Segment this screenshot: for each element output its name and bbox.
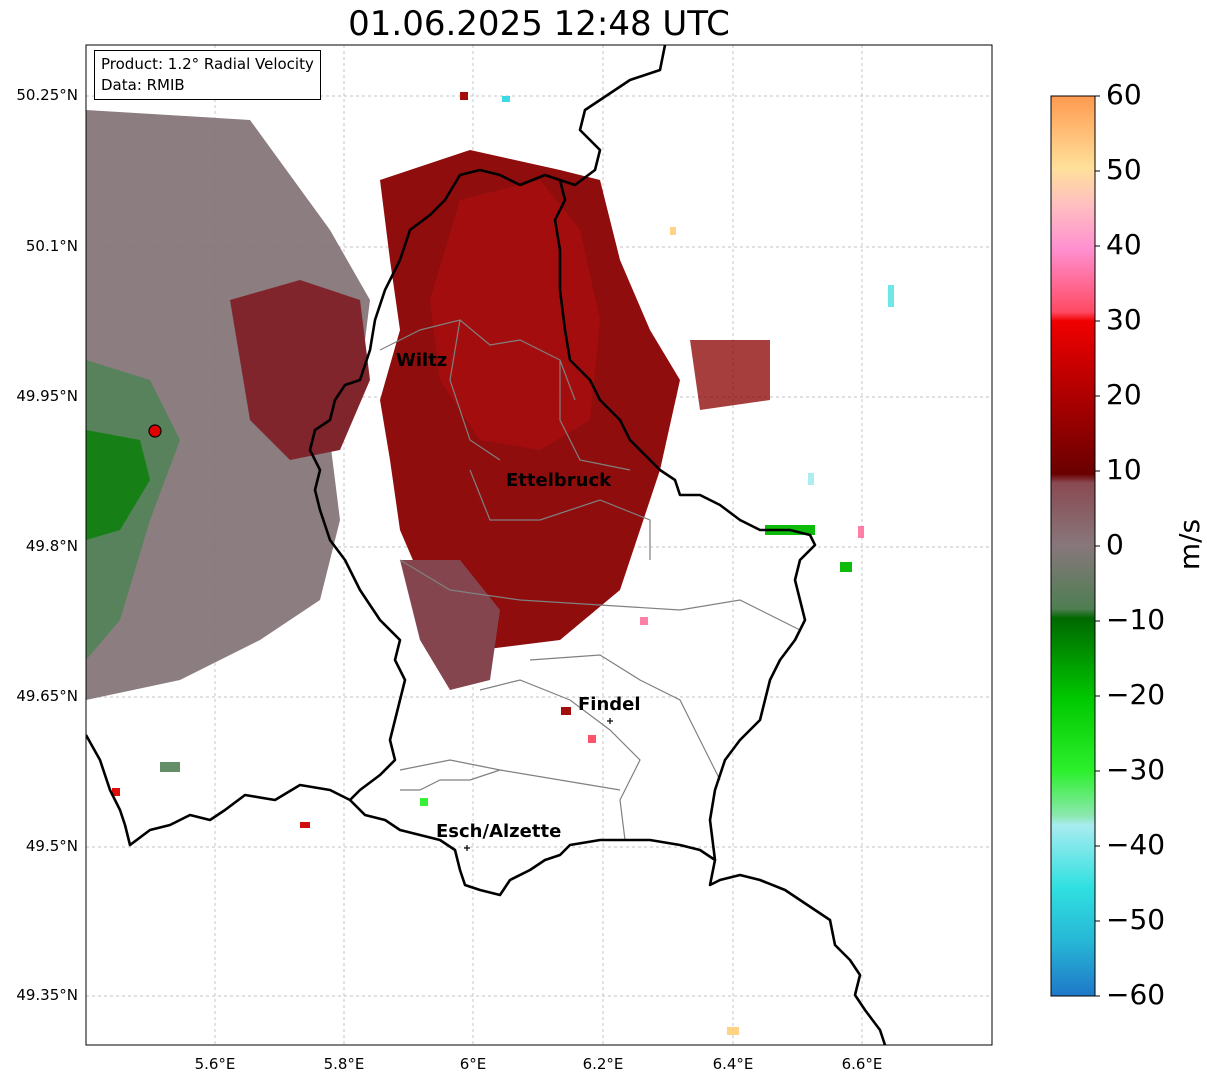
lat-label: 49.65°N: [16, 687, 78, 705]
colorbar-tick-label: −20: [1106, 678, 1166, 711]
colorbar-tick-label: 10: [1106, 453, 1142, 486]
radar-site-marker: [148, 424, 162, 438]
lat-label: 49.35°N: [16, 986, 78, 1004]
lat-label: 49.95°N: [16, 387, 78, 405]
colorbar-tick-label: −30: [1106, 753, 1166, 786]
city-label-esch-alzette: Esch/Alzette: [436, 821, 562, 842]
city-label-wiltz: Wiltz: [396, 350, 448, 371]
lon-label: 5.8°E: [323, 1055, 365, 1073]
colorbar-tick-label: −40: [1106, 828, 1166, 861]
colorbar-tick-label: 40: [1106, 228, 1142, 261]
city-markers: [464, 718, 613, 851]
city-label-ettelbruck: Ettelbruck: [506, 470, 612, 491]
lon-label: 5.6°E: [194, 1055, 236, 1073]
colorbar-tick-label: 20: [1106, 378, 1142, 411]
colorbar-tick-label: −50: [1106, 903, 1166, 936]
data-source-label: Data: RMIB: [101, 76, 185, 94]
colorbar-tick-label: 30: [1106, 303, 1142, 336]
colorbar-tick-label: 60: [1106, 78, 1142, 111]
lat-label: 50.25°N: [16, 86, 78, 104]
colorbar: [1050, 95, 1096, 997]
lat-label: 49.5°N: [25, 837, 78, 855]
national-borders: [86, 45, 887, 1045]
lon-label: 6.6°E: [841, 1055, 883, 1073]
lat-label: 49.8°N: [25, 537, 78, 555]
colorbar-tick-label: 0: [1106, 528, 1124, 561]
colorbar-tick-label: −60: [1106, 978, 1166, 1011]
product-label: Product: 1.2° Radial Velocity: [101, 55, 314, 73]
lon-label: 6.2°E: [582, 1055, 624, 1073]
lon-label: 6.4°E: [712, 1055, 754, 1073]
colorbar-tick-label: −10: [1106, 603, 1166, 636]
lon-label: 6°E: [459, 1055, 487, 1073]
city-label-findel: Findel: [578, 694, 641, 715]
canton-boundaries: [379, 319, 801, 841]
map-title: 01.06.2025 12:48 UTC: [348, 4, 730, 44]
lat-label: 50.1°N: [25, 237, 78, 255]
colorbar-tick-label: 50: [1106, 153, 1142, 186]
colorbar-unit-label: m/s: [1173, 518, 1207, 571]
product-info-box: Product: 1.2° Radial Velocity Data: RMIB: [94, 50, 321, 100]
radar-echoes: [86, 92, 894, 1035]
